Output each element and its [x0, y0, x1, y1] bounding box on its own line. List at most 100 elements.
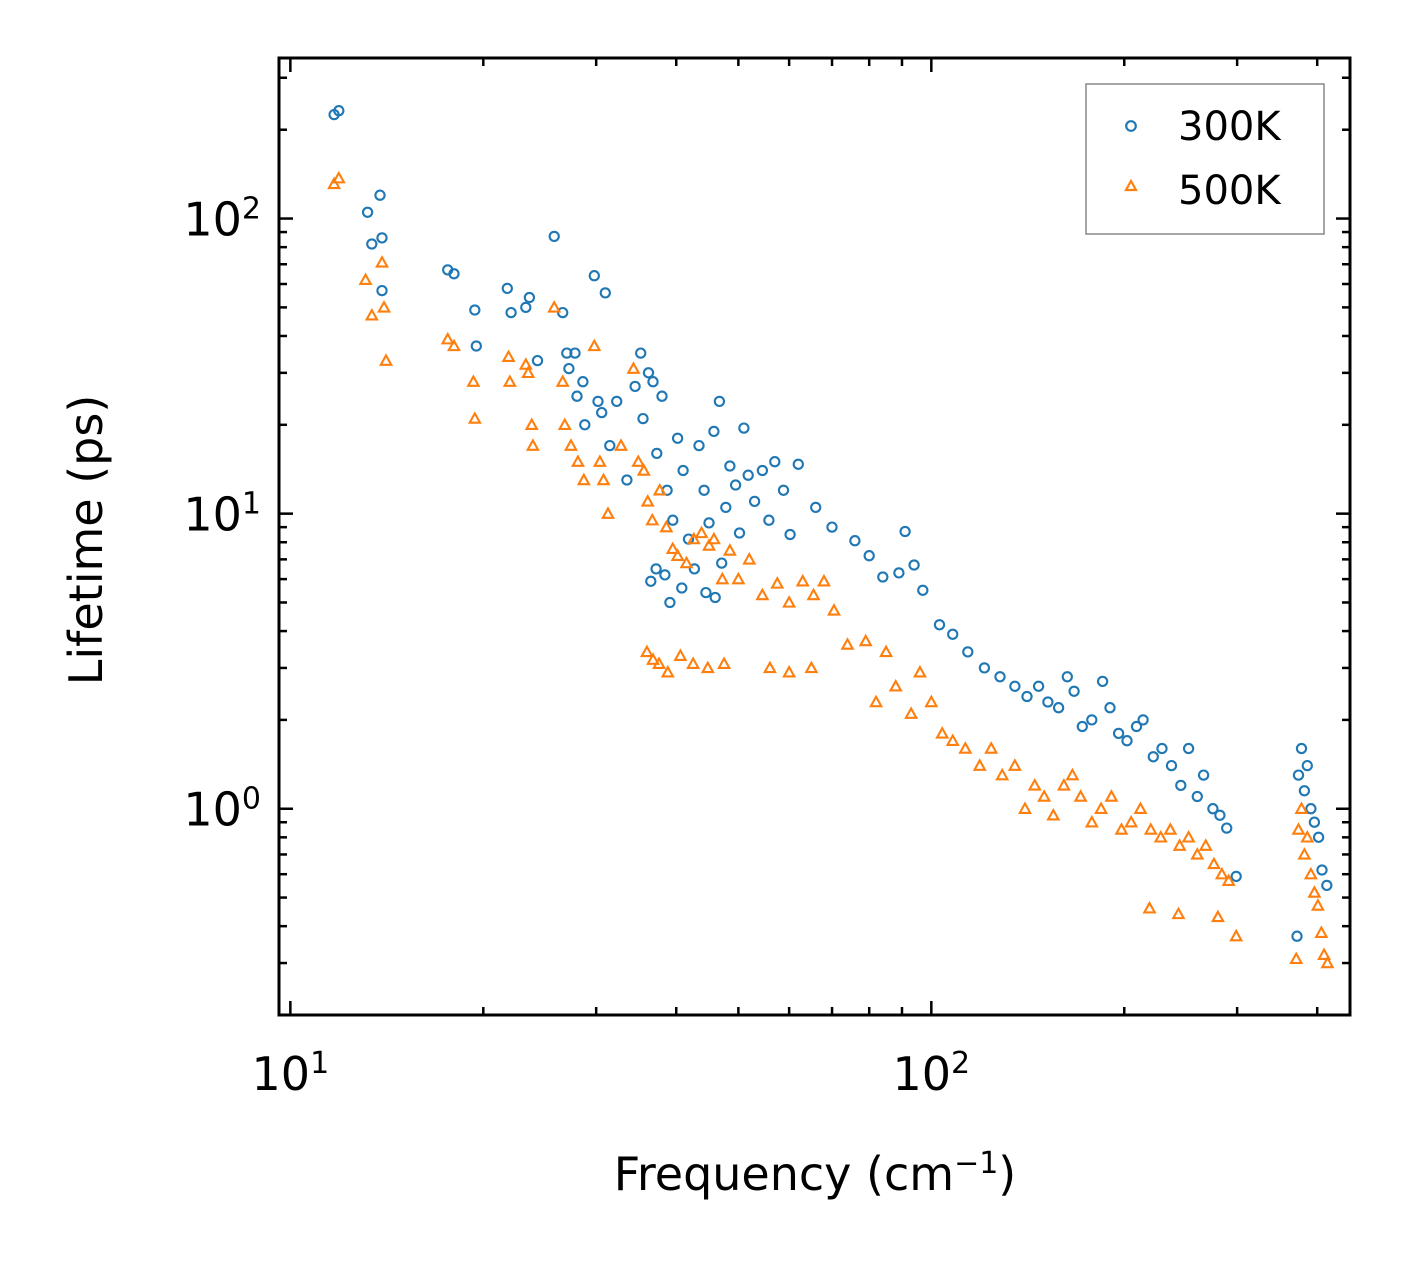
data-point [1133, 801, 1148, 814]
data-point [995, 767, 1010, 781]
data-point [446, 338, 461, 352]
data-point [1065, 767, 1080, 781]
data-point [806, 587, 821, 601]
data-point [1292, 769, 1305, 781]
data-point [1295, 742, 1308, 755]
data-point [547, 300, 562, 313]
data-point [640, 494, 655, 507]
data-point [1172, 838, 1187, 851]
data-point [1073, 789, 1088, 802]
data-point [629, 380, 641, 393]
data-point [1046, 807, 1061, 821]
data-point [1316, 864, 1328, 876]
data-point [679, 555, 694, 569]
data-point [1163, 822, 1178, 835]
data-point [994, 671, 1006, 683]
data-point [652, 656, 667, 669]
data-point [858, 633, 873, 647]
data-point [810, 501, 822, 514]
data-point [763, 514, 775, 526]
data-point [1221, 873, 1236, 886]
data-point [637, 412, 649, 425]
data-point [379, 353, 393, 366]
data-point [525, 438, 540, 451]
data-point [1056, 778, 1071, 791]
data-point [571, 390, 583, 402]
data-point [720, 501, 732, 514]
data-point [742, 551, 757, 565]
y-tick-label: 101 [183, 486, 261, 542]
y-axis-label: Lifetime (ps) [59, 395, 113, 686]
data-point [702, 538, 717, 551]
data-point [563, 362, 575, 375]
data-point [722, 543, 737, 556]
data-point [1084, 814, 1099, 828]
data-point [917, 584, 929, 596]
data-point [327, 176, 342, 190]
data-point [626, 361, 641, 374]
data-point [698, 484, 710, 496]
data-point [1305, 803, 1317, 815]
data-point [621, 474, 633, 486]
data-point [945, 733, 960, 746]
data-point [1297, 847, 1312, 860]
data-point [888, 678, 903, 692]
data-point [700, 660, 715, 674]
x-tick-label: 102 [892, 1046, 970, 1102]
data-point [364, 307, 379, 321]
data-point [374, 189, 386, 201]
data-point [592, 395, 604, 408]
data-point [777, 484, 790, 496]
data-point [448, 268, 460, 280]
data-point [601, 506, 615, 519]
data-point [501, 282, 513, 295]
data-point [466, 374, 481, 387]
legend-label-500k: 500K [1178, 168, 1282, 214]
data-point [717, 656, 732, 669]
data-point [576, 472, 591, 486]
data-point [635, 347, 647, 359]
data-point [1017, 801, 1032, 814]
data-point [1320, 955, 1335, 969]
data-point [827, 603, 841, 616]
data-point [555, 374, 570, 387]
data-point [660, 664, 675, 678]
data-point [570, 454, 585, 467]
data-point [1142, 900, 1157, 914]
data-point [738, 422, 750, 434]
data-point [604, 439, 616, 452]
data-point [502, 374, 517, 387]
legend-box [1085, 83, 1325, 235]
data-point [756, 464, 769, 477]
data-point [1303, 866, 1318, 880]
data-point [646, 652, 661, 665]
data-point [670, 548, 685, 561]
data-point [673, 648, 688, 661]
data-point [1124, 814, 1139, 828]
data-point [375, 255, 390, 268]
data-point [676, 582, 688, 594]
data-point [520, 301, 532, 314]
data-point [647, 376, 659, 388]
series-300k [328, 105, 1333, 942]
data-point [505, 306, 517, 319]
data-point [469, 304, 481, 316]
data-point [1007, 758, 1022, 771]
data-point [614, 438, 629, 451]
data-point [962, 646, 974, 658]
data-point [1230, 870, 1242, 883]
data-point [708, 425, 720, 438]
data-point [1027, 778, 1042, 791]
data-point [731, 571, 746, 585]
data-point [1032, 680, 1045, 692]
data-point [755, 587, 770, 601]
data-point [1094, 801, 1109, 814]
data-point [706, 531, 721, 545]
axis-ticks: 101 102 100 101 102 [183, 58, 1350, 1101]
x-axis-label: Frequency (cm−1) [614, 1146, 1017, 1202]
data-point [742, 469, 754, 481]
legend-label-300k: 300K [1178, 104, 1282, 150]
data-point [769, 456, 781, 468]
data-point [524, 417, 539, 431]
